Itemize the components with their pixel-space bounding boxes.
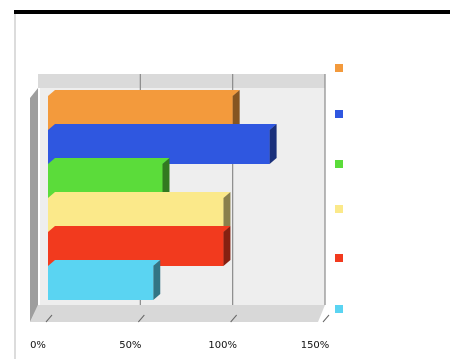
legend <box>335 64 343 313</box>
x-tick-mark-1 <box>137 314 145 323</box>
x-tick-label-0: 0% <box>30 340 46 351</box>
legend-swatch-5 <box>335 305 343 313</box>
legend-swatch-2 <box>335 160 343 168</box>
bar-end-face-3 <box>223 192 231 232</box>
bar-top-face-3 <box>48 192 231 198</box>
plot-top-lip <box>38 74 325 88</box>
top-rule <box>14 10 450 14</box>
bar-end-face-0 <box>232 90 240 130</box>
bar-top-face-0 <box>48 90 240 96</box>
legend-swatch-4 <box>335 254 343 262</box>
x-tick-mark-3 <box>322 314 330 323</box>
bar-end-face-4 <box>223 226 231 266</box>
left-border <box>14 14 16 359</box>
bar-top-face-1 <box>48 124 277 130</box>
x-tick-label-3: 150% <box>301 340 330 351</box>
legend-swatch-3 <box>335 205 343 213</box>
bar-end-face-1 <box>269 124 277 164</box>
legend-swatch-1 <box>335 110 343 118</box>
x-tick-label-2: 100% <box>208 340 237 351</box>
bars <box>48 90 277 300</box>
plot-left-wall <box>30 88 38 322</box>
bar-top-face-2 <box>48 158 170 164</box>
x-tick-mark-0 <box>45 314 53 323</box>
bar-group-5 <box>48 260 161 300</box>
plot-floor <box>30 305 325 322</box>
bar-end-face-5 <box>153 260 161 300</box>
x-tick-label-1: 50% <box>119 340 141 351</box>
x-axis-ticks: 0% 50% 100% 150% <box>30 314 330 351</box>
x-tick-mark-2 <box>230 314 238 323</box>
bar-top-face-5 <box>48 260 161 266</box>
bar-5 <box>48 266 154 300</box>
bar-top-face-4 <box>48 226 231 232</box>
legend-swatch-0 <box>335 64 343 72</box>
bar-end-face-2 <box>162 158 170 198</box>
